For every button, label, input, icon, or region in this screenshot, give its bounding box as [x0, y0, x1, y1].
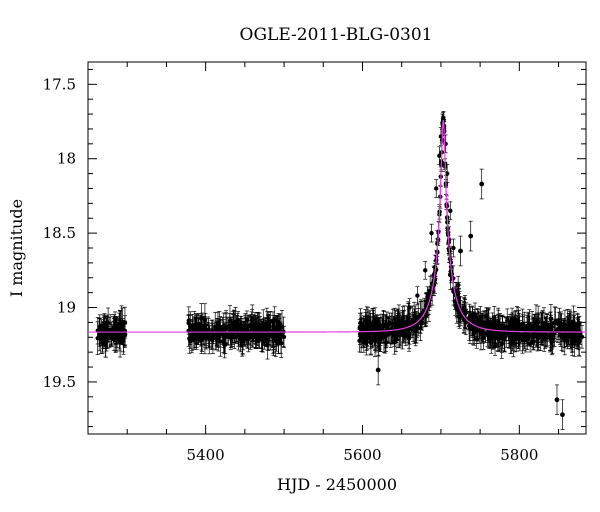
y-tick-label: 19 [57, 299, 76, 317]
data-point [194, 328, 200, 345]
data-point [230, 313, 236, 332]
axis-ticks [88, 62, 586, 434]
data-point [429, 223, 434, 243]
data-point [564, 328, 569, 347]
data-point [254, 317, 259, 337]
outlier-point [375, 354, 381, 386]
data-point [448, 201, 453, 221]
data-point [506, 317, 511, 341]
data-point [477, 320, 483, 340]
model-curve-layer [88, 119, 586, 333]
data-point [525, 322, 530, 347]
data-point [471, 312, 477, 344]
data-point [579, 325, 585, 349]
data-point [207, 328, 212, 347]
plot-frame [87, 61, 587, 435]
data-point [413, 311, 419, 341]
data-point [268, 320, 273, 351]
data-point [407, 305, 413, 338]
data-point [259, 320, 264, 352]
data-point [101, 325, 106, 344]
data-point [96, 318, 102, 352]
y-tick-label: 18.5 [43, 224, 76, 242]
outlier-point [458, 235, 463, 267]
data-point [376, 322, 381, 351]
data-point [451, 238, 456, 258]
data-point [415, 286, 420, 305]
data-point [215, 320, 220, 340]
model-curve [88, 119, 586, 333]
data-point [97, 328, 102, 347]
outlier-point [479, 168, 485, 200]
tick-labels: 5400 5600 5800 17.5 18 18.5 19 19.5 [43, 75, 539, 464]
chart-title: OGLE-2011-BLG-0301 [240, 25, 433, 45]
data-point [199, 316, 204, 335]
data-point [238, 328, 244, 347]
data-point [279, 310, 285, 344]
data-point [234, 314, 240, 344]
data-point [541, 307, 547, 340]
data-point [109, 328, 114, 347]
y-tick-label: 18 [57, 150, 76, 168]
data-point [105, 320, 110, 340]
x-tick-label: 5400 [187, 446, 225, 464]
data-point [484, 307, 489, 325]
data-point [479, 313, 484, 332]
data-points [95, 111, 585, 360]
data-point [560, 320, 566, 336]
data-point [524, 314, 530, 344]
data-point [401, 310, 407, 337]
y-tick-label: 17.5 [43, 75, 76, 93]
data-point [203, 312, 208, 338]
data-point [463, 309, 469, 336]
data-point [407, 323, 412, 349]
outlier-point [560, 399, 565, 430]
data-point [246, 325, 251, 344]
data-point [548, 320, 553, 340]
data-point [475, 308, 480, 333]
data-point [434, 179, 439, 198]
outlier-point [554, 384, 560, 416]
data-point [437, 146, 442, 166]
x-axis-label: HJD - 2450000 [277, 475, 397, 494]
y-tick-label: 19.5 [43, 373, 76, 391]
outlier-point [468, 220, 474, 252]
data-point [418, 300, 423, 334]
data-point [456, 298, 461, 328]
x-tick-label: 5800 [500, 446, 538, 464]
data-point [383, 325, 389, 344]
data-point [423, 305, 429, 328]
x-tick-label: 5600 [343, 446, 381, 464]
data-point [553, 307, 558, 336]
data-point [407, 298, 412, 317]
data-point [108, 314, 113, 346]
data-point [486, 308, 491, 335]
data-point [211, 328, 216, 345]
data-point [262, 330, 267, 350]
data-point [455, 275, 461, 295]
data-point [490, 323, 495, 344]
outlier-points [375, 168, 565, 430]
data-point [223, 335, 228, 354]
data-point [501, 325, 506, 344]
data-point [393, 324, 398, 343]
data-point [467, 303, 472, 332]
data-point [575, 312, 580, 342]
data-point [485, 313, 490, 342]
y-axis-label: I magnitude [7, 199, 26, 297]
data-point [121, 326, 126, 346]
data-point [227, 313, 232, 338]
data-point [392, 307, 397, 330]
data-point [538, 318, 543, 351]
data-point [221, 312, 226, 340]
data-point [395, 313, 400, 332]
data-point [423, 261, 428, 280]
data-point [191, 330, 197, 350]
data-point [511, 323, 517, 346]
data-point [520, 325, 525, 354]
